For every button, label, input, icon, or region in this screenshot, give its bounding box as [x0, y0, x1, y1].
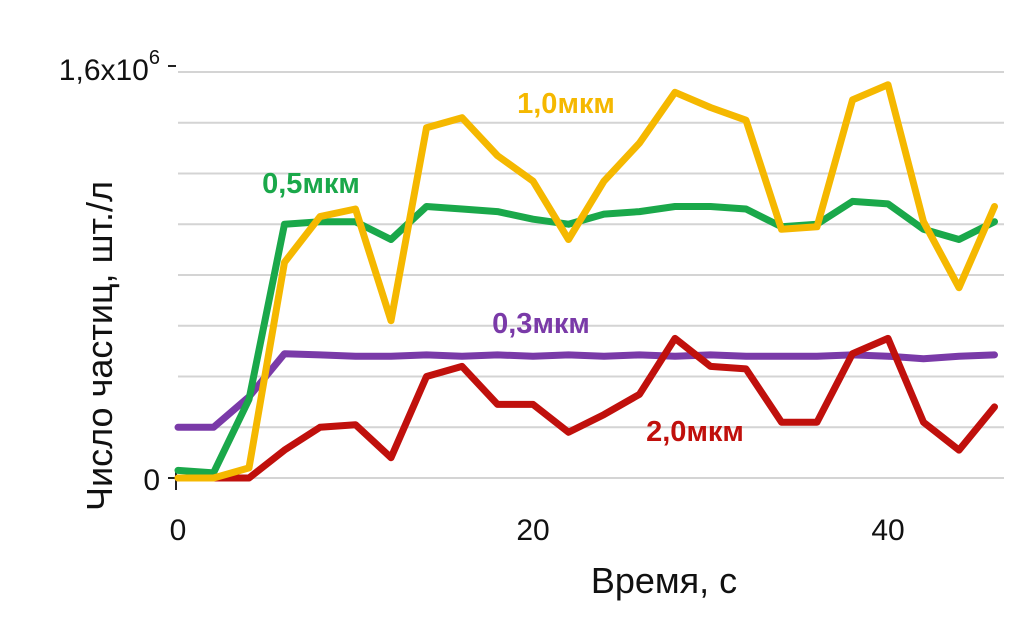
y-tick-label-top-exponent: 6 [149, 47, 160, 69]
series-line-0 [174, 81, 998, 482]
grid-lines [178, 71, 1004, 479]
series-lines [174, 81, 998, 482]
y-tick-label-top-base: 1,6x10 [59, 54, 149, 87]
series-label-1-0-um: 1,0мкм [517, 88, 615, 120]
x-tick-labels: 0 20 40 [170, 514, 905, 547]
x-axis-title: Время, с [591, 560, 737, 601]
x-tick-label: 40 [871, 514, 904, 547]
series-line-3 [174, 334, 998, 482]
y-axis-title: Число частиц, шт./л [79, 181, 120, 511]
x-tick-label: 0 [170, 514, 187, 547]
series-label-2-0-um: 2,0мкм [646, 416, 744, 448]
series-label-0-5-um: 0,5мкм [262, 168, 360, 200]
y-tick-label-zero: 0 [143, 464, 160, 497]
series-line-2 [174, 350, 998, 431]
x-tick-label: 20 [516, 514, 549, 547]
series-label-0-3-um: 0,3мкм [492, 308, 590, 340]
y-tick-label-top: 1,6x106 [59, 47, 160, 87]
